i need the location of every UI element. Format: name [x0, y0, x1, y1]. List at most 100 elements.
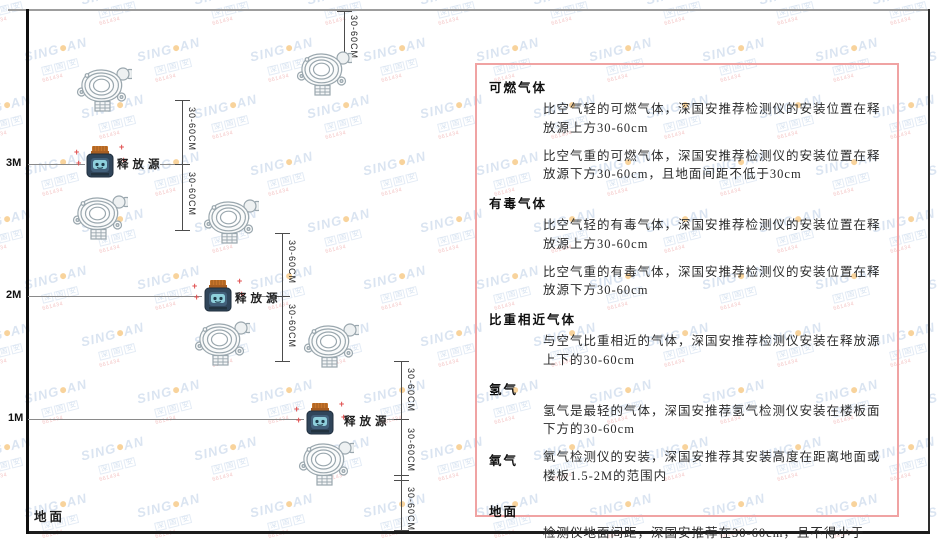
- dimension-label: 30-60CM: [349, 15, 359, 60]
- section-paragraph: 与空气比重相近的气体，深国安推荐检测仪安装在释放源上下的30-60cm: [543, 334, 881, 367]
- watermark-cn-text: 深国安: [40, 388, 106, 419]
- height-label-2m: 2M: [6, 289, 22, 301]
- watermark-cn-text: 深国安: [153, 388, 219, 419]
- gas-detector-icon: [194, 320, 252, 366]
- watermark-dot-icon: [907, 101, 915, 109]
- watermark-code-text: 661434: [267, 187, 290, 198]
- watermark-dot-icon: [342, 101, 350, 109]
- watermark-cn-text: 深国安: [379, 160, 445, 191]
- watermark-dot-icon: [285, 386, 293, 394]
- watermark-code-text: 661434: [380, 73, 403, 84]
- watermark-cn-text: 深国安: [0, 331, 50, 362]
- watermark-code-text: 661434: [154, 415, 177, 426]
- watermark-cn-text: 深国安: [40, 274, 106, 305]
- watermark-cn-text: 深国安: [153, 46, 219, 77]
- watermark-dot-icon: [3, 329, 11, 337]
- watermark-dot-icon: [172, 500, 180, 508]
- dimension-line: [401, 361, 402, 531]
- watermark-dot-icon: [455, 215, 463, 223]
- dimension-tick: [275, 361, 290, 362]
- dimension-tick: [394, 475, 409, 476]
- section-paragraph: 氧气检测仪的安装，深国安推荐其安装高度在距离地面或楼板1.5-2M的范围内: [543, 450, 881, 483]
- watermark-dot-icon: [3, 215, 11, 223]
- section-title: 有毒气体: [489, 197, 548, 211]
- gas-detector-icon: [203, 198, 261, 244]
- height-ref-line-3m: [28, 164, 85, 165]
- watermark-dot-icon: [116, 443, 124, 451]
- release-source-icon: [303, 403, 337, 440]
- watermark-cn-text: 深国安: [210, 445, 276, 476]
- section-title: 地面: [489, 504, 519, 519]
- watermark-dot-icon: [511, 44, 519, 52]
- watermark-cn-text: 深国安: [379, 274, 445, 305]
- watermark-cn-text: 深国安: [379, 46, 445, 77]
- height-ref-line-3m-b: [160, 164, 182, 165]
- height-ref-line-2m-b: [258, 296, 282, 297]
- dimension-tick: [275, 233, 290, 234]
- watermark-dot-icon: [285, 500, 293, 508]
- section-title: 比重相近气体: [489, 313, 577, 327]
- watermark-dot-icon: [455, 101, 463, 109]
- dimension-line: [344, 11, 345, 55]
- release-source: + + + +: [74, 143, 126, 178]
- gas-detector-icon: [298, 440, 356, 486]
- watermark-dot-icon: [172, 44, 180, 52]
- release-source: + + + +: [192, 277, 244, 312]
- watermark-dot-icon: [737, 44, 745, 52]
- release-source-icon: [83, 146, 117, 183]
- watermark-code-text: 661434: [380, 301, 403, 312]
- watermark-cn-text: 深国安: [266, 160, 332, 191]
- watermark-code-text: 661434: [41, 415, 64, 426]
- watermark-code-text: 661434: [154, 73, 177, 84]
- dimension-label: 30-60CM: [406, 487, 416, 532]
- gas-detector-icon: [72, 194, 130, 240]
- gas-detector-icon: [303, 322, 361, 368]
- watermark-cn-text: 深国安: [0, 103, 50, 134]
- watermark-dot-icon: [3, 443, 11, 451]
- watermark-dot-icon: [285, 158, 293, 166]
- watermark-dot-icon: [3, 101, 11, 109]
- height-ref-line-2m: [28, 296, 202, 297]
- watermark-dot-icon: [907, 215, 915, 223]
- watermark-cn-text: 深国安: [0, 445, 50, 476]
- watermark-code-text: 661434: [154, 529, 177, 540]
- watermark-dot-icon: [229, 101, 237, 109]
- watermark-dot-icon: [229, 443, 237, 451]
- release-source-label: 释放源: [117, 159, 164, 171]
- dimension-label: 30-60CM: [187, 172, 197, 217]
- watermark-dot-icon: [455, 443, 463, 451]
- dimension-label: 30-60CM: [406, 428, 416, 473]
